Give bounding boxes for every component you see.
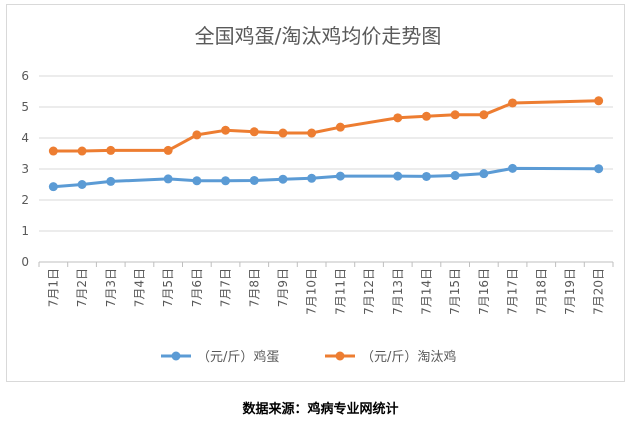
- data-point-series-2: [77, 146, 87, 156]
- y-axis-ticks: 0 1 2 3 4 5 6: [21, 69, 29, 269]
- data-point-series-2: [192, 130, 202, 140]
- legend-label-1: （元/斤）鸡蛋: [197, 349, 279, 365]
- data-point-series-1: [479, 169, 489, 179]
- data-point-series-2: [450, 110, 460, 120]
- data-point-series-2: [106, 145, 116, 155]
- series-line-2: [51, 99, 601, 153]
- data-point-series-2: [48, 146, 58, 156]
- x-tick-label: 7月18日: [534, 268, 548, 315]
- x-tick-label: 7月11日: [333, 268, 347, 315]
- y-tick-label: 6: [21, 69, 29, 83]
- x-tick-label: 7月13日: [391, 268, 405, 315]
- x-tick-label: 7月16日: [477, 268, 491, 315]
- x-tick-label: 7月6日: [190, 268, 204, 307]
- data-point-series-1: [594, 164, 604, 174]
- series: [48, 96, 604, 192]
- data-point-series-2: [393, 113, 403, 123]
- x-tick-label: 7月1日: [46, 268, 60, 307]
- data-point-series-1: [307, 173, 317, 183]
- x-tick-label: 7月4日: [132, 268, 146, 307]
- data-point-series-2: [307, 128, 317, 138]
- x-tick-label: 7月3日: [104, 268, 118, 307]
- grid: [39, 75, 613, 263]
- x-tick-label: 7月7日: [219, 268, 233, 307]
- x-tick-label: 7月17日: [506, 268, 520, 315]
- data-point-series-2: [479, 110, 489, 120]
- x-tick-label: 7月9日: [276, 268, 290, 307]
- data-point-series-1: [508, 163, 518, 173]
- y-tick-label: 4: [21, 131, 29, 145]
- data-point-series-1: [335, 171, 345, 181]
- x-tick-label: 7月8日: [247, 268, 261, 307]
- x-tick-label: 7月5日: [161, 268, 175, 307]
- legend-marker-1: [171, 351, 181, 361]
- y-tick-label: 3: [21, 162, 29, 176]
- y-tick-label: 2: [21, 193, 29, 207]
- y-tick-label: 5: [21, 100, 29, 114]
- x-tick-label: 7月14日: [419, 268, 433, 315]
- x-tick-label: 7月12日: [362, 268, 376, 315]
- data-source-note: 数据来源：鸡病专业网统计: [242, 402, 399, 417]
- y-tick-label: 1: [21, 224, 29, 238]
- data-point-series-1: [249, 175, 259, 185]
- data-point-series-2: [278, 128, 288, 138]
- x-tick-label: 7月20日: [592, 268, 606, 315]
- x-tick-label: 7月10日: [305, 268, 319, 315]
- data-point-series-2: [163, 145, 173, 155]
- data-point-series-1: [48, 182, 58, 192]
- legend-label-2: （元/斤）淘汰鸡: [361, 349, 456, 365]
- legend-marker-2: [335, 351, 345, 361]
- data-point-series-2: [221, 125, 231, 135]
- data-point-series-1: [393, 171, 403, 181]
- chart-title: 全国鸡蛋/淘汰鸡均价走势图: [195, 24, 442, 48]
- data-point-series-1: [163, 174, 173, 184]
- data-point-series-1: [192, 176, 202, 186]
- legend: （元/斤）鸡蛋 （元/斤）淘汰鸡: [161, 349, 456, 365]
- data-point-series-2: [594, 96, 604, 106]
- data-point-series-1: [221, 176, 231, 186]
- data-point-series-2: [249, 127, 259, 137]
- data-point-series-2: [421, 111, 431, 121]
- x-tick-label: 7月15日: [448, 268, 462, 315]
- data-point-series-1: [278, 174, 288, 184]
- data-point-series-2: [508, 98, 518, 108]
- x-tick-label: 7月2日: [75, 268, 89, 307]
- data-point-series-1: [421, 171, 431, 181]
- y-tick-label: 0: [21, 255, 29, 269]
- data-point-series-1: [77, 180, 87, 189]
- data-point-series-1: [450, 171, 460, 181]
- data-point-series-2: [335, 122, 345, 132]
- series-line-1: [51, 166, 601, 189]
- x-axis-ticks: 7月1日 7月2日 7月3日 7月4日 7月5日 7月6日 7月7日 7月8日 7月9日 7月10…: [38, 262, 614, 315]
- x-tick-label: 7月19日: [563, 268, 577, 315]
- data-point-series-1: [106, 176, 116, 186]
